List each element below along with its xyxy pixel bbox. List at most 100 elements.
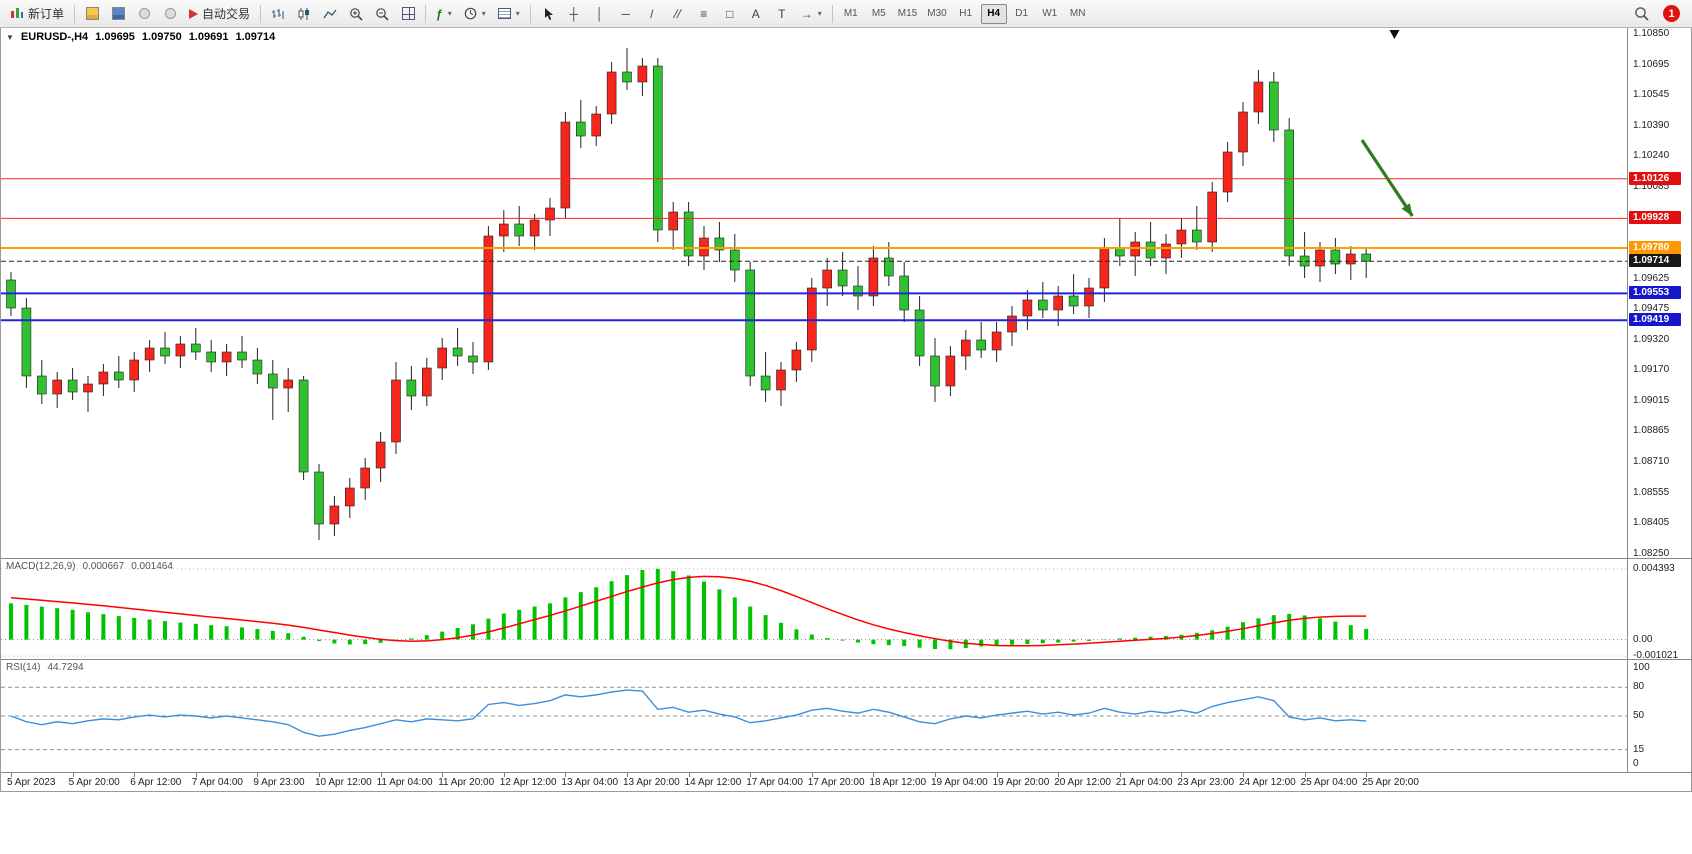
line-chart-button[interactable] (318, 3, 342, 25)
scale-label: 1.09625 (1633, 273, 1670, 284)
ohlc-high: 1.09750 (141, 31, 182, 43)
scale-label: 1.10240 (1633, 150, 1670, 161)
time-label: 5 Apr 20:00 (68, 777, 120, 788)
arrows-tool-button[interactable]: → ▾ (796, 3, 827, 25)
symbol-expand-icon[interactable]: ▼ (6, 32, 14, 42)
shapes-button[interactable]: □ (718, 3, 742, 25)
scale-label: -0.001021 (1633, 650, 1679, 662)
chevron-down-icon: ▾ (817, 9, 822, 18)
new-order-icon (11, 8, 23, 18)
price-chart-canvas[interactable] (1, 28, 1627, 558)
macd-main-value: 0.000667 (82, 561, 125, 572)
rsi-canvas[interactable] (1, 660, 1627, 772)
chevron-down-icon: ▾ (481, 9, 486, 18)
periods-button[interactable]: ▾ (459, 3, 491, 25)
chart-info: ▼ EURUSD-,H4 1.09695 1.09750 1.09691 1.0… (6, 31, 275, 43)
chart-window: ▼ EURUSD-,H4 1.09695 1.09750 1.09691 1.0… (0, 28, 1692, 792)
time-tick (627, 773, 628, 777)
profiles-icon (111, 7, 125, 20)
channel-button[interactable]: // (666, 3, 690, 25)
scale-label: 1.10390 (1633, 120, 1670, 131)
search-icon (1635, 7, 1649, 21)
scale-label: 80 (1633, 681, 1645, 693)
timeframe-M1[interactable]: M1 (838, 4, 864, 24)
shapes-icon: □ (726, 6, 734, 21)
macd-panel: MACD(12,26,9) 0.000667 0.001464 (1, 559, 1692, 660)
time-tick (565, 773, 567, 777)
trendline-button[interactable]: / (640, 3, 664, 25)
text-button[interactable]: A (744, 3, 768, 25)
new-order-label: 新订单 (28, 7, 65, 21)
time-tick (1304, 773, 1306, 777)
zoom-in-button[interactable] (344, 3, 368, 25)
candlestick-chart-button[interactable] (292, 3, 316, 25)
alerts-button[interactable] (158, 3, 182, 25)
timeframe-M15[interactable]: M15 (894, 4, 921, 24)
time-label: 21 Apr 04:00 (1115, 777, 1173, 788)
time-tick (503, 773, 505, 777)
timeframe-M5[interactable]: M5 (866, 4, 892, 24)
toolbar-separator (74, 4, 76, 23)
vertical-line-button[interactable]: │ (588, 3, 612, 25)
time-label: 17 Apr 20:00 (807, 777, 865, 788)
horizontal-line-button[interactable]: ─ (614, 3, 638, 25)
charts-button[interactable] (80, 3, 104, 25)
ohlc-low: 1.09691 (188, 31, 229, 43)
time-label: 23 Apr 23:00 (1177, 777, 1235, 788)
history-button[interactable] (132, 3, 156, 25)
time-tick (72, 773, 74, 777)
ohlc-close: 1.09714 (235, 31, 276, 43)
timeframe-M30[interactable]: M30 (923, 4, 950, 24)
scale-label: 50 (1633, 710, 1645, 721)
auto-trading-button[interactable]: 自动交易 (184, 3, 255, 25)
zoom-out-button[interactable] (370, 3, 394, 25)
tile-windows-icon (401, 7, 415, 20)
time-axis[interactable]: 5 Apr 2023 5 Apr 20:00 6 Apr 12:00 7 Apr 04… (1, 773, 1692, 790)
notification-badge[interactable]: 1 (1663, 5, 1680, 22)
profiles-button[interactable] (106, 3, 130, 25)
search-button[interactable] (1629, 3, 1654, 25)
fibonacci-button[interactable]: ≡ (692, 3, 716, 25)
indicators-icon: ƒ (436, 6, 443, 21)
text-icon: A (751, 6, 760, 21)
macd-canvas[interactable] (1, 559, 1627, 659)
toolbar-separator (831, 4, 833, 23)
channel-icon: // (672, 6, 683, 21)
time-tick (442, 773, 444, 777)
rsi-value: 44.7294 (47, 662, 84, 673)
templates-button[interactable]: ▾ (493, 3, 525, 25)
timeframe-MN[interactable]: MN (1065, 4, 1091, 24)
scale-label: 1.08250 (1633, 548, 1670, 559)
toolbar-separator (425, 4, 427, 23)
time-tick (750, 773, 752, 777)
price-scale-divider (1627, 28, 1628, 773)
rsi-label: RSI(14) 44.7294 (6, 662, 84, 673)
crosshair-button[interactable]: ┼ (562, 3, 586, 25)
time-tick (873, 773, 875, 777)
time-label: 20 Apr 12:00 (1054, 777, 1111, 788)
history-icon (138, 8, 150, 19)
text-label-button[interactable]: T (770, 3, 794, 25)
tile-windows-button[interactable] (396, 3, 420, 25)
trendline-icon: / (650, 6, 654, 21)
indicators-button[interactable]: ƒ ▾ (431, 3, 457, 25)
bar-chart-button[interactable] (266, 3, 290, 25)
scale-label: 15 (1633, 743, 1645, 755)
cursor-button[interactable] (536, 3, 560, 25)
time-label: 18 Apr 12:00 (869, 777, 927, 788)
new-order-button[interactable]: 新订单 (5, 3, 69, 25)
time-tick (1058, 773, 1060, 777)
time-label: 12 Apr 12:00 (499, 777, 557, 788)
time-tick (996, 773, 998, 777)
time-label: 19 Apr 20:00 (992, 777, 1050, 788)
auto-trading-icon (189, 8, 199, 19)
scale-label: 1.10695 (1633, 59, 1670, 70)
timeframe-H1[interactable]: H1 (953, 4, 979, 24)
price-scale[interactable]: 1.10850 1.10695 1.10545 1.10390 1.10240 1.100… (1628, 28, 1692, 773)
scale-label: 1.10545 (1633, 89, 1670, 100)
timeframe-D1[interactable]: D1 (1009, 4, 1035, 24)
chevron-down-icon: ▾ (515, 9, 520, 18)
timeframe-H4[interactable]: H4 (980, 3, 1007, 24)
rsi-name: RSI(14) (6, 662, 41, 673)
timeframe-W1[interactable]: W1 (1037, 4, 1063, 24)
